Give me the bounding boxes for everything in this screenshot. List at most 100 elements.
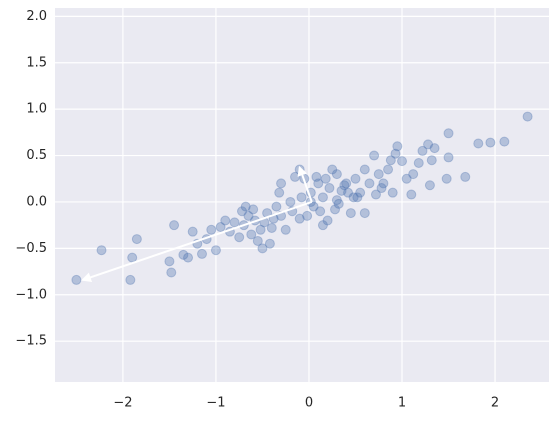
y-tick-label: 1.0 [26,102,47,117]
point [280,224,291,235]
point [274,187,285,198]
point [276,178,287,189]
point [324,183,335,194]
point [352,192,363,203]
point [210,245,221,256]
point [322,215,333,226]
point [96,245,107,256]
point [236,206,247,217]
point [370,189,381,200]
point [499,136,510,147]
point [383,164,394,175]
point [345,208,356,219]
point [229,217,240,228]
point [243,210,254,221]
plot-area [55,8,549,382]
y-tick-label: −1.0 [15,287,47,302]
point [266,222,277,233]
arrow [297,165,313,203]
point [350,173,361,184]
point [196,248,207,259]
y-tick-label: −0.5 [15,241,47,256]
point [423,139,434,150]
point [125,274,136,285]
point [341,178,352,189]
point [343,187,354,198]
point [392,141,403,152]
arrow [81,201,313,283]
point [255,224,266,235]
point [317,192,328,203]
point [424,180,435,191]
point [443,128,454,139]
point [320,173,331,184]
point [296,192,307,203]
point [327,164,338,175]
point [166,267,177,278]
point [426,155,437,166]
point [373,169,384,180]
point [339,180,350,191]
x-tick-label: 1 [398,396,406,411]
y-tick-label: 0.0 [26,194,47,209]
point [302,210,313,221]
point [417,145,428,156]
point [252,235,263,246]
point [441,173,452,184]
point [408,169,419,180]
point [348,192,359,203]
point [290,171,301,182]
point [131,234,142,245]
point [315,206,326,217]
point [313,178,324,189]
point [331,195,342,206]
point [473,138,484,149]
point [359,208,370,219]
point [71,274,82,285]
point [257,243,268,254]
y-tick-label: 1.5 [26,55,47,70]
point [355,187,366,198]
point [187,226,198,237]
x-tick-label: 0 [305,396,313,411]
point [206,224,217,235]
y-tick-label: 2.0 [26,9,47,24]
point [336,185,347,196]
y-tick-label: −1.5 [15,334,47,349]
point [308,201,319,212]
point [178,249,189,260]
point [331,169,342,180]
point [164,256,175,267]
point [443,152,454,163]
point [234,232,245,243]
x-tick-label: −2 [113,396,132,411]
point [240,201,251,212]
point [285,196,296,207]
point [246,229,257,240]
point [387,187,398,198]
point [385,155,396,166]
point [378,178,389,189]
point [248,204,259,215]
point [429,143,440,154]
point [311,171,322,182]
x-tick-label: −1 [206,396,225,411]
point [364,178,375,189]
point [264,238,275,249]
point [359,164,370,175]
point [460,171,471,182]
point [376,183,387,194]
point [317,220,328,231]
point [406,189,417,200]
x-tick-label: 2 [491,396,499,411]
point [294,213,305,224]
point [271,201,282,212]
point [215,222,226,233]
point [397,156,408,167]
point [169,220,180,231]
point [413,157,424,168]
point [127,252,138,263]
point [183,252,194,263]
point [522,111,533,122]
